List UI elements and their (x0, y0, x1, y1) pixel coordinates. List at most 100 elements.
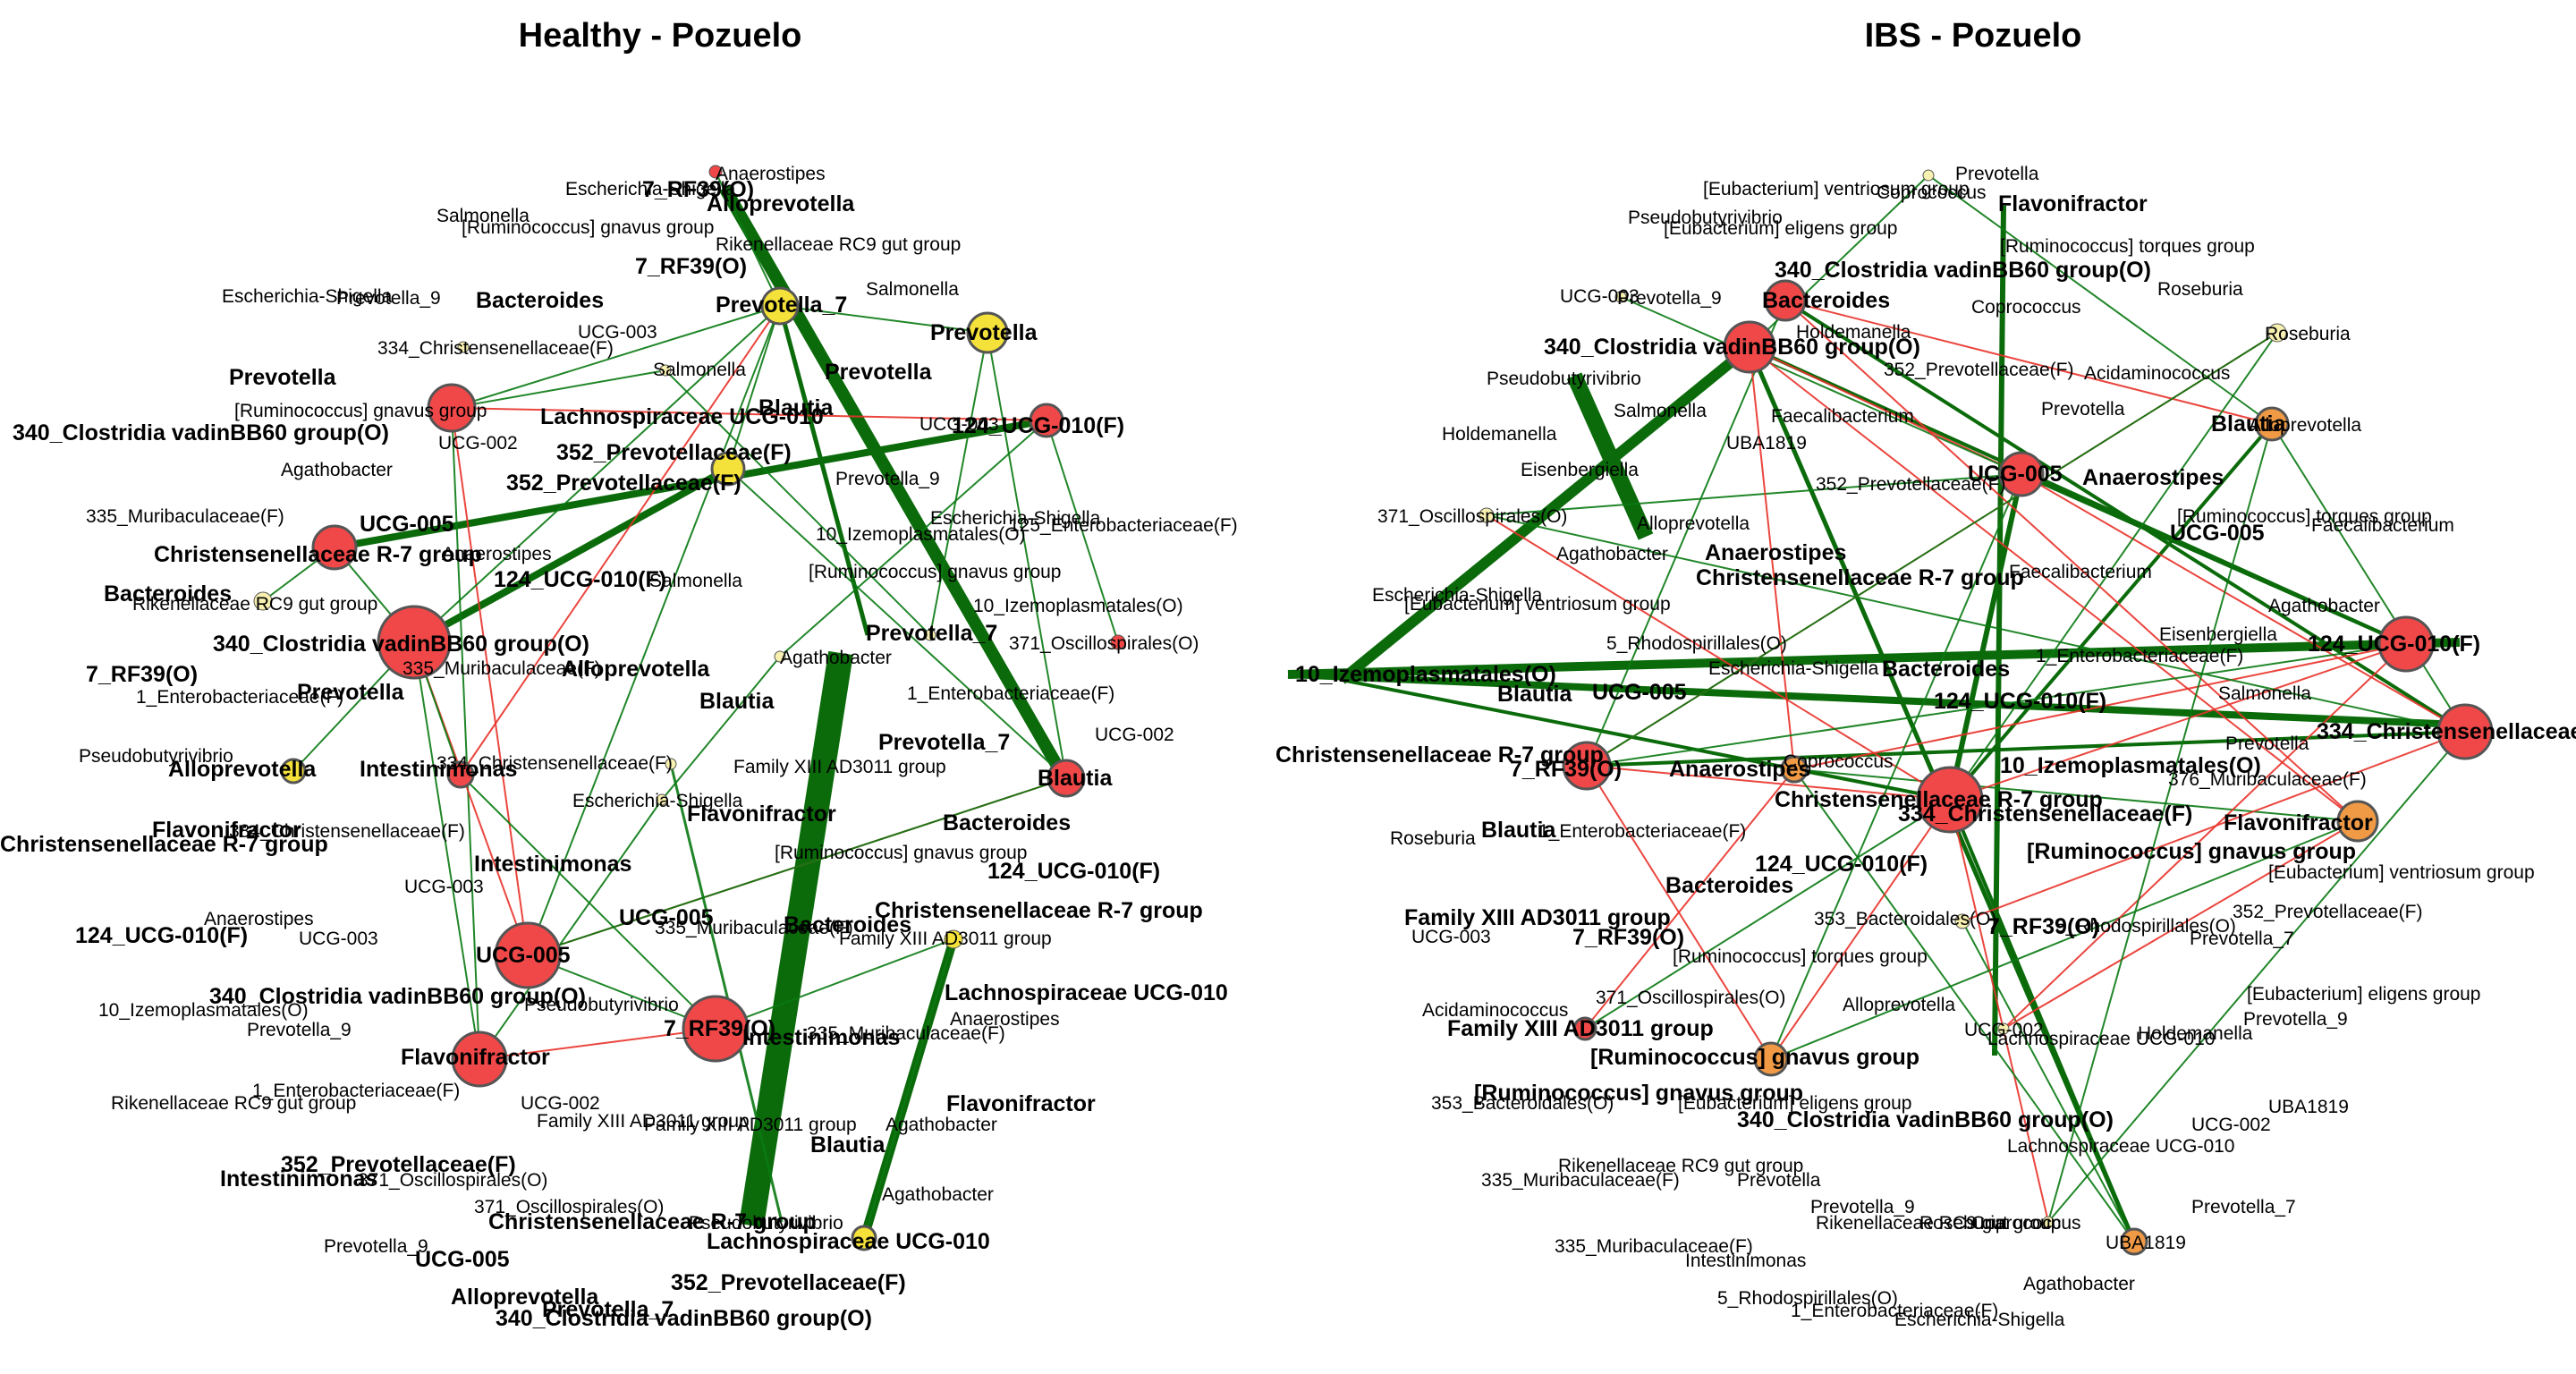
network-edge (715, 938, 954, 1030)
node-label: Agathobacter (886, 1115, 997, 1135)
network-node (2042, 1216, 2055, 1228)
node-label: Coprococcus (1784, 751, 1894, 772)
node-label: 1_Enterobacteriaceae(F) (2036, 646, 2243, 666)
node-label: [Ruminococcus] torques group (1673, 946, 1928, 967)
node-label: [Ruminococcus] torques group (2000, 236, 2255, 257)
node-label: 124_UCG-010(F) (75, 923, 248, 948)
network-edge (1770, 820, 2359, 1060)
node-label: Flavonifractor (946, 1091, 1096, 1116)
node-label: Prevotella (2041, 399, 2125, 420)
node-label: Alloprevotella (168, 757, 317, 782)
network-node (1614, 291, 1627, 303)
node-label: Blautia (758, 395, 834, 420)
node-label: 334_Christensenellaceae(F) (2317, 719, 2576, 744)
network-edge (527, 305, 781, 956)
network-edge (2271, 423, 2466, 733)
node-label: 7_RF39(O) (635, 254, 747, 279)
node-label: Salmonella (653, 360, 746, 380)
node-label: Family XIII AD3011 group (644, 1115, 857, 1135)
node-label: Eisenbergiella (2159, 624, 2277, 645)
node-label: UCG-002 (1095, 725, 1174, 745)
node-label: [Ruminococcus] gnavus group (1474, 1081, 1803, 1106)
node-label: Rikenellaceae RC9 gut group (1558, 1156, 1803, 1176)
node-label: Bacteroides (1762, 288, 1890, 313)
node-label: 1_Enterobacteriaceae(F) (907, 683, 1114, 704)
node-label: Flavonifractor (687, 802, 836, 827)
node-label: Escherichia-Shigella (1708, 658, 1879, 679)
node-label: Bacteroides (1882, 657, 2010, 682)
network-node (1572, 1016, 1597, 1041)
network-edge (739, 650, 853, 1228)
network-node (1562, 741, 1612, 791)
node-label: 340_Clostridia vadinBB60 group(O) (13, 420, 389, 445)
network-edge (1749, 346, 2359, 822)
network-node (494, 921, 562, 989)
network-edge (413, 641, 480, 1060)
node-label: Prevotella_9 (835, 469, 940, 489)
network-edge (727, 468, 1067, 779)
network-edge (1341, 678, 1951, 802)
node-label: Salmonella (1614, 401, 1707, 421)
network-node (457, 341, 470, 353)
node-label: Bacteroides (1665, 873, 1793, 898)
node-label: [Ruminococcus] torques group (2177, 506, 2432, 527)
node-label: 353_Bacteroidales(O) (1814, 909, 1996, 929)
network-edge (2047, 731, 2466, 1223)
network-edge (1793, 768, 2135, 1243)
network-node (427, 383, 477, 433)
node-label: Anaerostipes (204, 909, 314, 929)
node-label: Prevotella_9 (2243, 1009, 2348, 1030)
network-edge (1586, 765, 1951, 801)
network-edge (2003, 643, 2407, 1030)
node-label: Flavonifractor (401, 1045, 550, 1070)
node-label: 335_Muribaculaceae(F) (86, 506, 284, 527)
network-edge (1770, 799, 1951, 1060)
edges-healthy (262, 171, 1119, 1240)
network-edge (1338, 343, 1753, 684)
node-label: Roseburia (1390, 828, 1476, 849)
node-label: 124_UCG-010(F) (952, 413, 1124, 438)
labels-healthy: Anaerostipes Escherichia-Shigella 7_RF39(O… (0, 164, 1238, 1331)
node-label: Rikenellaceae RC9 gut group (1816, 1213, 2061, 1234)
node-label: Alloprevotella (1843, 995, 1955, 1015)
network-node (2377, 615, 2435, 673)
node-label: UCG-005 (360, 512, 454, 537)
node-label: [Eubacterium] eligens group (1664, 218, 1898, 239)
node-label: Intestinimonas (474, 852, 631, 877)
node-label: Alloprevotella (562, 657, 710, 682)
node-label: 352_Prevotellaceae(F) (671, 1270, 906, 1295)
node-label: [Eubacterium] eligens group (1678, 1093, 1912, 1114)
node-label: UCG-005 (1968, 462, 2063, 487)
node-label: Blautia (1038, 766, 1113, 791)
node-label: Prevotella_9 (324, 1236, 428, 1257)
node-label: 340_Clostridia vadinBB60 group(O) (213, 632, 589, 657)
network-edge (1287, 638, 2461, 679)
node-label: 334_Christensenellaceae(F) (377, 338, 614, 359)
network-edge (777, 305, 870, 636)
network-edge (527, 954, 716, 1030)
node-label: Blautia (1497, 682, 1572, 707)
node-label: 10_Izemoplasmatales(O) (98, 1000, 309, 1021)
network-edge (479, 1028, 716, 1060)
node-label: 352_Prevotellaceae(F) (1816, 474, 2005, 495)
network-node (451, 1030, 508, 1088)
node-label: Anaerostipes (716, 164, 826, 184)
network-node (656, 793, 668, 806)
network-edge (1793, 643, 2407, 770)
node-label: Escherichia-Shigella (222, 286, 393, 307)
network-node (760, 286, 800, 326)
node-label: Prevotella (1737, 1170, 1821, 1191)
node-label: Holdemanella (1796, 322, 1911, 343)
node-label: Agathobacter (882, 1184, 994, 1205)
node-label: 334_Christensenellaceae(F) (1898, 802, 2192, 827)
node-label: 340_Clostridia vadinBB60 group(O) (1775, 258, 2151, 283)
node-label: Christensenellaceae R-7 group (0, 832, 328, 857)
node-label: Roseburia (1919, 1213, 2005, 1234)
node-label: Intestinimonas (360, 757, 517, 782)
node-label: Prevotella_7 (2190, 929, 2294, 949)
network-edge (863, 938, 954, 1239)
node-label: Pseudobutyrivibrio (524, 995, 679, 1015)
node-label: Christensenellaceae R-7 group (488, 1209, 817, 1234)
node-label: 384_Christensenellaceae(F) (229, 821, 465, 842)
network-edge (1046, 420, 1119, 643)
